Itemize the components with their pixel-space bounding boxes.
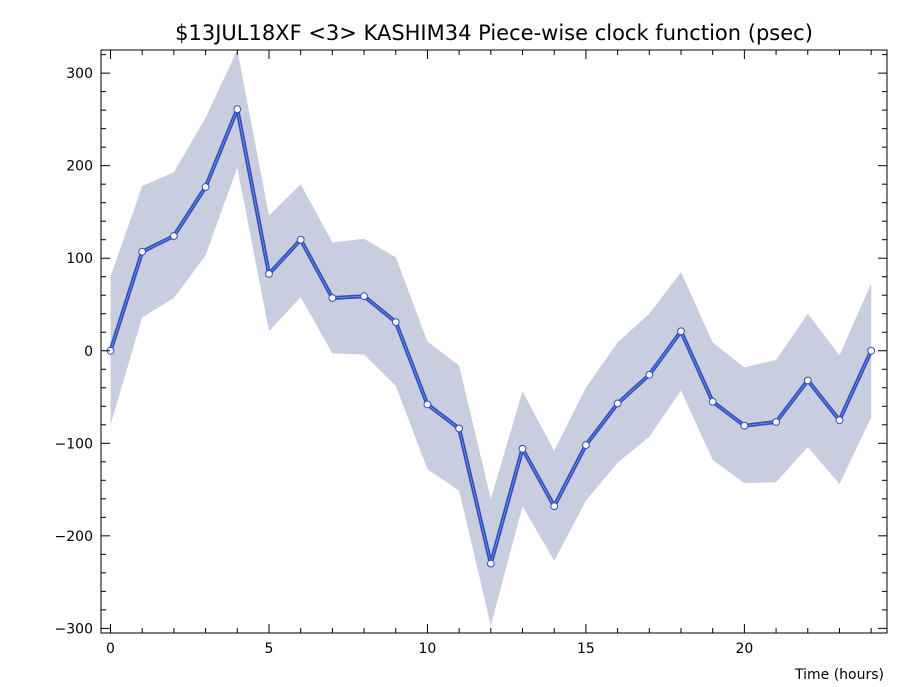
data-point [645,370,654,379]
data-point [582,441,590,450]
y-tick-label: 0 [84,344,93,360]
y-tick-label: −300 [55,621,93,637]
data-point [550,502,559,511]
plot-clipped-group [108,50,874,626]
data-point [772,418,780,426]
plot-frame [100,49,888,634]
data-point [328,294,337,302]
x-tick-label: 10 [419,641,437,657]
data-point [423,400,432,409]
data-point [201,183,210,191]
y-tick-label: 300 [66,66,93,82]
data-point [233,105,242,114]
data-point [835,416,844,425]
x-axis-label: Time (hours) [794,667,884,683]
data-point [360,292,369,301]
x-tick-label: 15 [577,641,595,657]
data-point [613,399,622,408]
data-point [455,424,464,433]
data-point [803,376,812,385]
data-point [391,318,400,327]
data-point [170,232,178,240]
uncertainty-band [110,50,872,626]
plot-area [106,50,876,626]
chart-title: $13JUL18XF <3> KASHIM34 Piece-wise clock… [175,21,813,45]
data-point [677,327,685,336]
y-tick-label: 200 [66,159,93,175]
data-point [518,444,527,453]
axes: 0 5 10 15 20 −300 −200 −100 0 100 200 300 [55,49,888,657]
data-point [486,559,495,568]
data-point [708,397,717,406]
x-tick-label: 0 [106,641,115,657]
data-point [740,421,749,430]
x-tick-label: 5 [265,641,274,657]
data-point [296,235,305,244]
data-point [867,346,876,355]
x-tick-label: 20 [735,641,753,657]
y-tick-label: −100 [55,436,93,452]
data-point [265,270,273,278]
data-point [138,247,147,256]
y-tick-label: 100 [66,251,93,267]
y-tick-label: −200 [55,529,93,545]
